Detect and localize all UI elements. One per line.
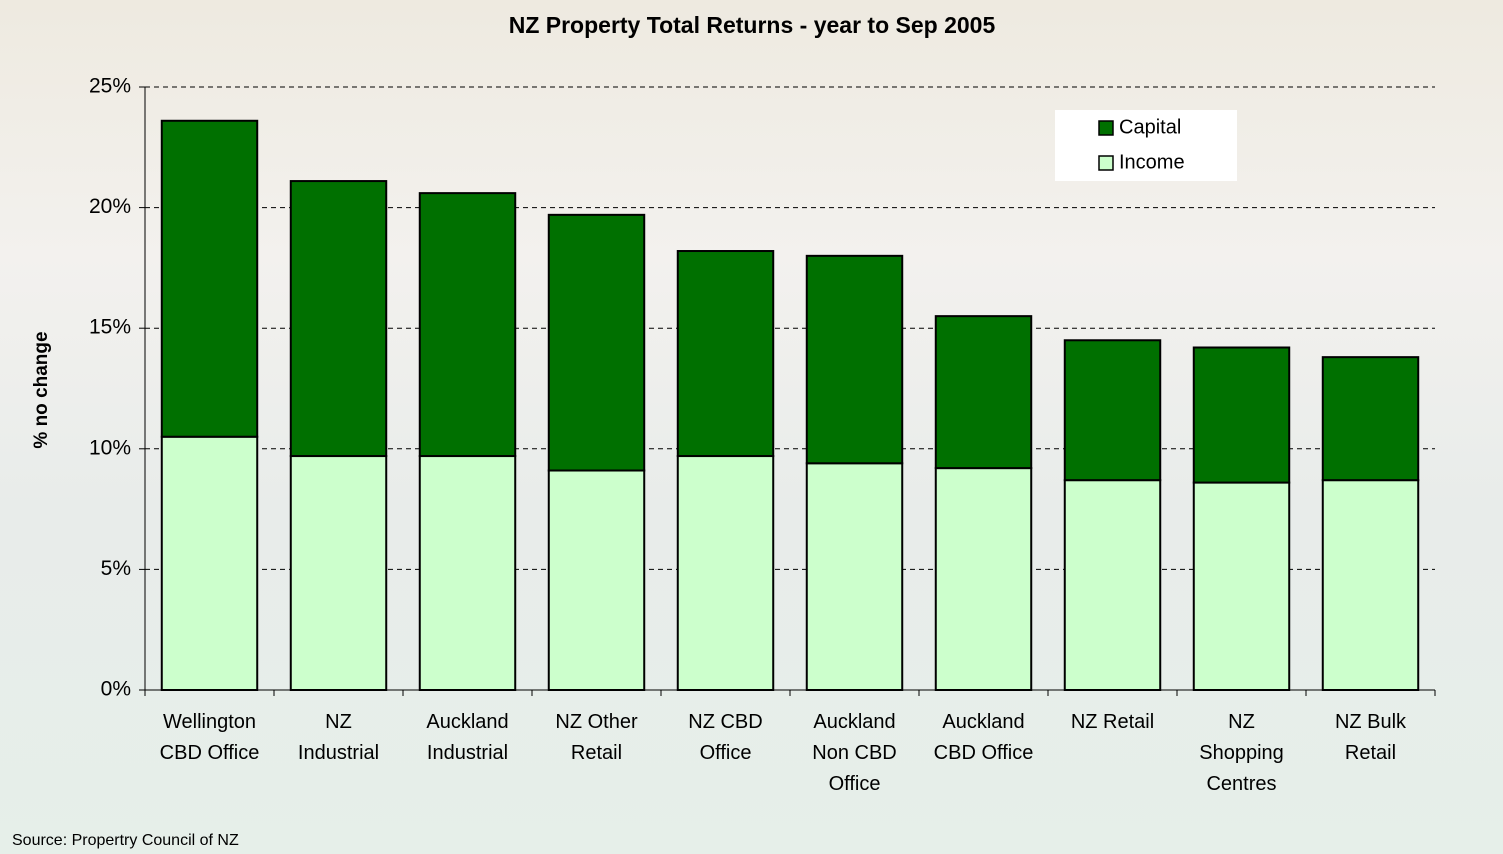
x-tick-label: NZ Bulk Retail — [1315, 707, 1427, 769]
legend-label: Income — [1119, 151, 1185, 173]
y-tick-label: 15% — [89, 316, 131, 339]
x-tick-label: NZ CBD Office — [670, 707, 782, 769]
bar-segment — [936, 316, 1031, 468]
x-tick-label: Auckland Non CBD Office — [799, 707, 911, 800]
bar-segment — [291, 181, 386, 456]
chart-title: NZ Property Total Returns - year to Sep … — [509, 12, 996, 38]
x-tick-label: Auckland Industrial — [412, 707, 524, 769]
y-tick-label: 10% — [89, 436, 131, 459]
x-tick-label: Wellington CBD Office — [154, 707, 266, 769]
bar-segment — [1065, 340, 1160, 480]
legend-swatch — [1099, 121, 1113, 135]
y-tick-label: 0% — [101, 678, 131, 701]
bar-segment — [678, 251, 773, 456]
legend-swatch — [1099, 156, 1113, 170]
bar-segment — [1194, 347, 1289, 482]
y-tick-label: 25% — [89, 75, 131, 98]
bar-segment — [291, 456, 386, 690]
source-note: Source: Propertry Council of NZ — [12, 832, 239, 849]
bar-segment — [807, 463, 902, 690]
x-tick-label: NZ Shopping Centres — [1186, 707, 1298, 800]
x-tick-label: NZ Retail — [1057, 707, 1169, 738]
bar-segment — [807, 256, 902, 463]
bar-segment — [1065, 480, 1160, 690]
bar-segment — [1323, 480, 1418, 690]
bar-segment — [162, 437, 257, 690]
bar-segment — [678, 456, 773, 690]
bar-segment — [420, 456, 515, 690]
legend-label: Capital — [1119, 116, 1181, 138]
bar-segment — [549, 471, 644, 690]
x-tick-label: Auckland CBD Office — [928, 707, 1040, 769]
bar-segment — [936, 468, 1031, 690]
y-axis-label: % no change — [31, 331, 52, 448]
y-tick-label: 5% — [101, 557, 131, 580]
bar-segment — [162, 121, 257, 437]
chart-page: NZ Property Total Returns - year to Sep … — [0, 0, 1503, 854]
bar-segment — [1323, 357, 1418, 480]
x-tick-label: NZ Industrial — [283, 707, 395, 769]
bar-segment — [1194, 483, 1289, 690]
y-tick-label: 20% — [89, 195, 131, 218]
x-tick-label: NZ Other Retail — [541, 707, 653, 769]
bar-segment — [420, 193, 515, 456]
bar-segment — [549, 215, 644, 471]
